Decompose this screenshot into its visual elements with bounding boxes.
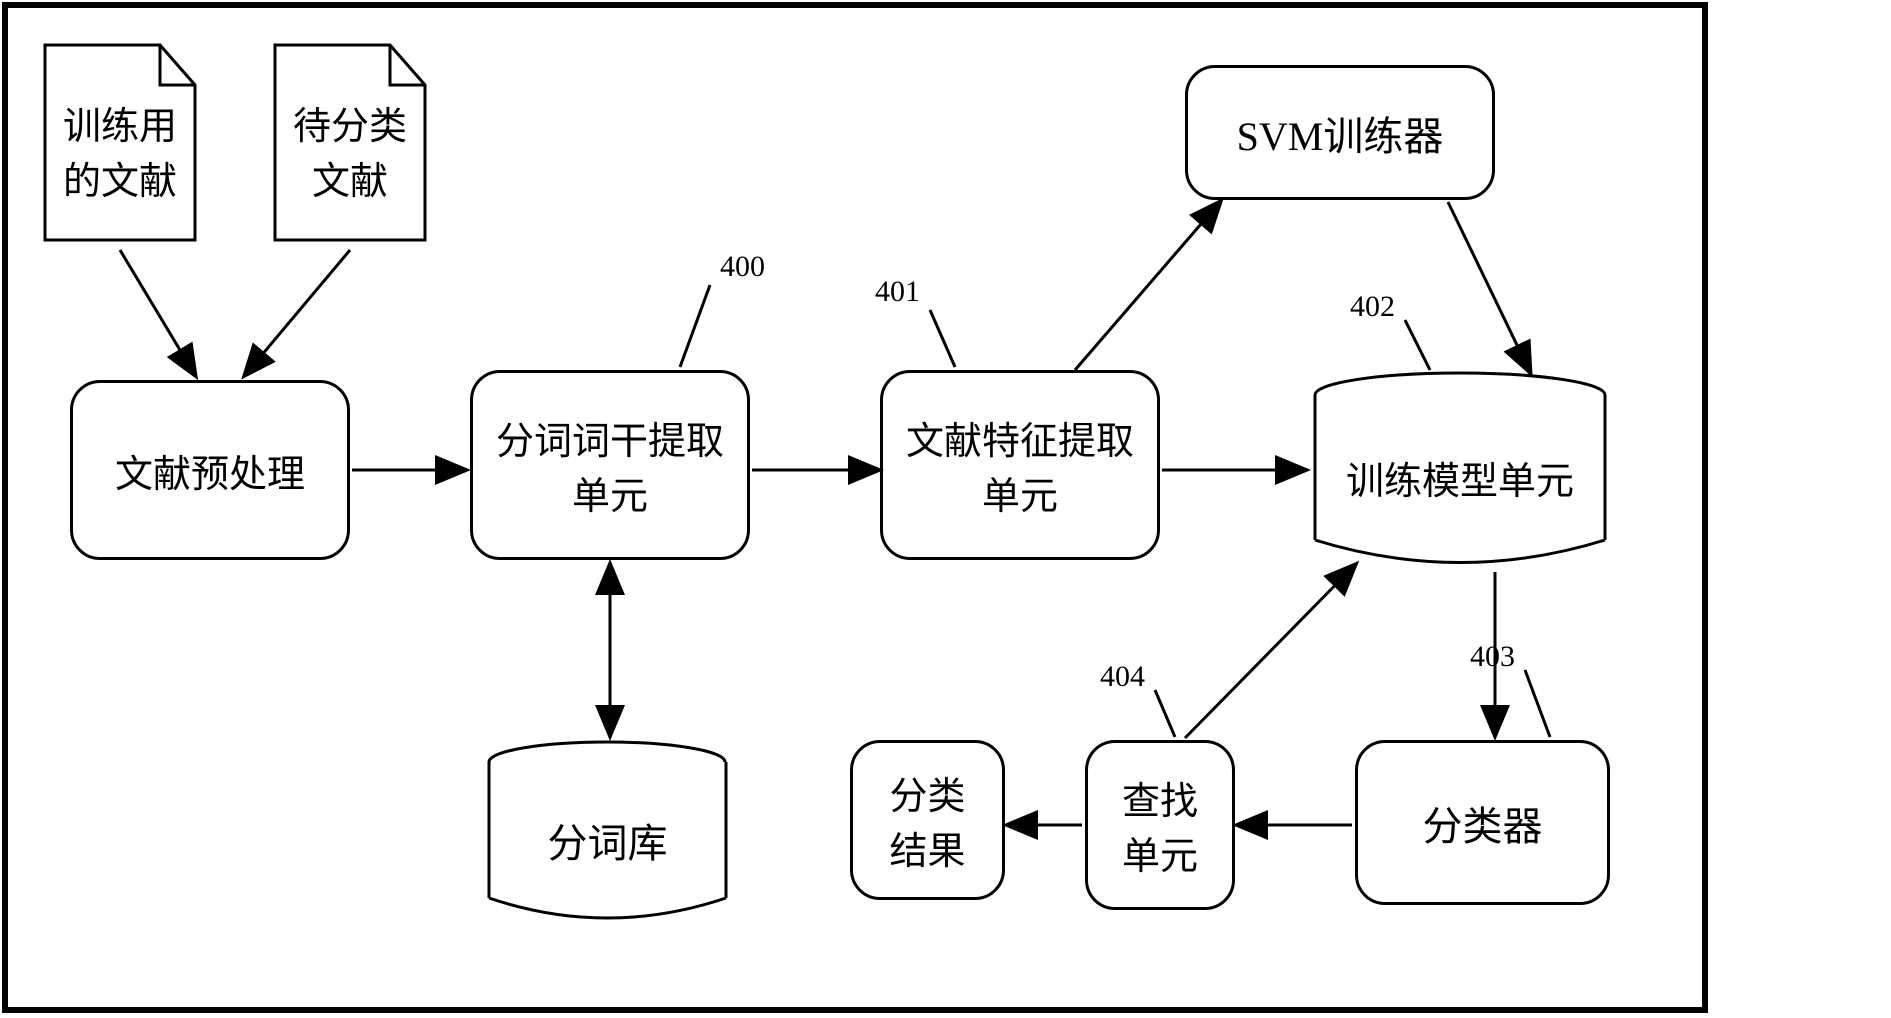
lookup-node: 查找 单元 xyxy=(1085,740,1235,910)
svm-trainer-node: SVM训练器 xyxy=(1185,65,1495,200)
doc-classify: 待分类 文献 xyxy=(270,40,430,245)
result-node: 分类 结果 xyxy=(850,740,1005,900)
edge-label402-line xyxy=(1405,320,1430,370)
label-403: 403 xyxy=(1470,640,1515,674)
classifier-label: 分类器 xyxy=(1423,794,1543,852)
edge-doc2-preprocess xyxy=(245,250,350,375)
label-401: 401 xyxy=(875,275,920,309)
train-model-node: 训练模型单元 xyxy=(1310,370,1610,565)
feature-node: 文献特征提取 单元 xyxy=(880,370,1160,560)
lookup-label: 查找 单元 xyxy=(1122,770,1198,880)
preprocess-node: 文献预处理 xyxy=(70,380,350,560)
dict-node: 分词库 xyxy=(485,740,730,920)
label-402: 402 xyxy=(1350,290,1395,324)
preprocess-label: 文献预处理 xyxy=(115,443,305,498)
feature-label: 文献特征提取 单元 xyxy=(906,410,1134,520)
dict-label: 分词库 xyxy=(548,811,668,869)
edge-label401-line xyxy=(930,310,955,367)
stemming-label: 分词词干提取 单元 xyxy=(496,410,724,520)
edge-doc1-preprocess xyxy=(120,250,195,375)
doc-training: 训练用 的文献 xyxy=(40,40,200,245)
edge-label400-line xyxy=(680,285,710,367)
edge-lookup-trainmodel xyxy=(1185,565,1355,738)
doc-classify-label: 待分类 文献 xyxy=(293,95,407,205)
edge-feature-svm xyxy=(1075,202,1220,370)
train-model-label: 训练模型单元 xyxy=(1346,450,1574,505)
doc-training-label: 训练用 的文献 xyxy=(63,95,177,205)
edge-svm-trainmodel xyxy=(1448,202,1530,372)
edge-label404-line xyxy=(1155,690,1175,737)
label-404: 404 xyxy=(1100,660,1145,694)
result-label: 分类 结果 xyxy=(889,765,965,875)
label-400: 400 xyxy=(720,250,765,284)
edge-label403-line xyxy=(1525,670,1550,737)
classifier-node: 分类器 xyxy=(1355,740,1610,905)
stemming-node: 分词词干提取 单元 xyxy=(470,370,750,560)
svm-trainer-label: SVM训练器 xyxy=(1237,104,1444,162)
